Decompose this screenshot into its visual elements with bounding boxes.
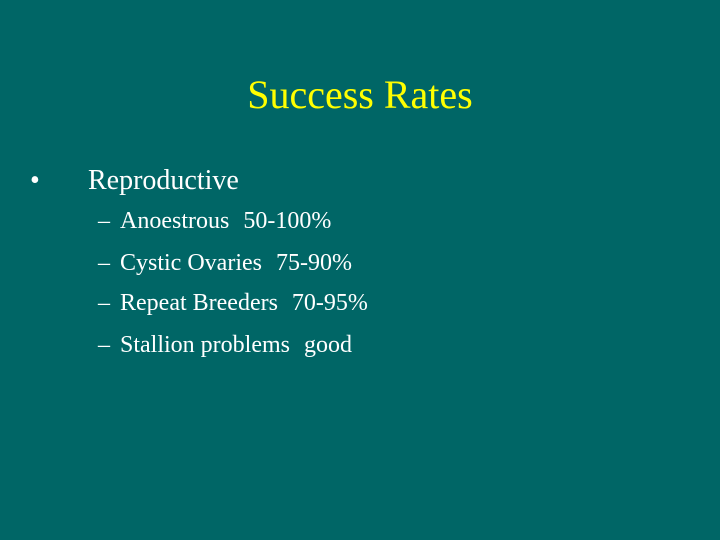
- sub-label: Stallion problems: [120, 332, 290, 358]
- sub-item: – Stallion problems good: [98, 330, 352, 360]
- sub-marker: –: [98, 250, 110, 276]
- slide-title: Success Rates: [247, 72, 473, 117]
- bullet-text: Reproductive: [88, 165, 239, 196]
- sub-label: Cystic Ovaries: [120, 250, 262, 276]
- sub-value: good: [304, 332, 352, 358]
- sub-label: Repeat Breeders: [120, 290, 278, 316]
- sub-marker: –: [98, 332, 110, 358]
- bullet: • Reproductive: [30, 163, 239, 199]
- sub-marker: –: [98, 208, 110, 234]
- sub-marker: –: [98, 290, 110, 316]
- bullet-marker: •: [30, 165, 40, 196]
- sub-value: 50-100%: [243, 208, 332, 234]
- sub-item: – Anoestrous 50-100%: [98, 206, 331, 236]
- sub-value: 70-95%: [291, 290, 368, 316]
- sub-item: – Repeat Breeders 70-95%: [98, 288, 368, 318]
- sub-label: Anoestrous: [120, 208, 230, 234]
- sub-value: 75-90%: [275, 250, 352, 276]
- sub-item: – Cystic Ovaries 75-90%: [98, 248, 352, 278]
